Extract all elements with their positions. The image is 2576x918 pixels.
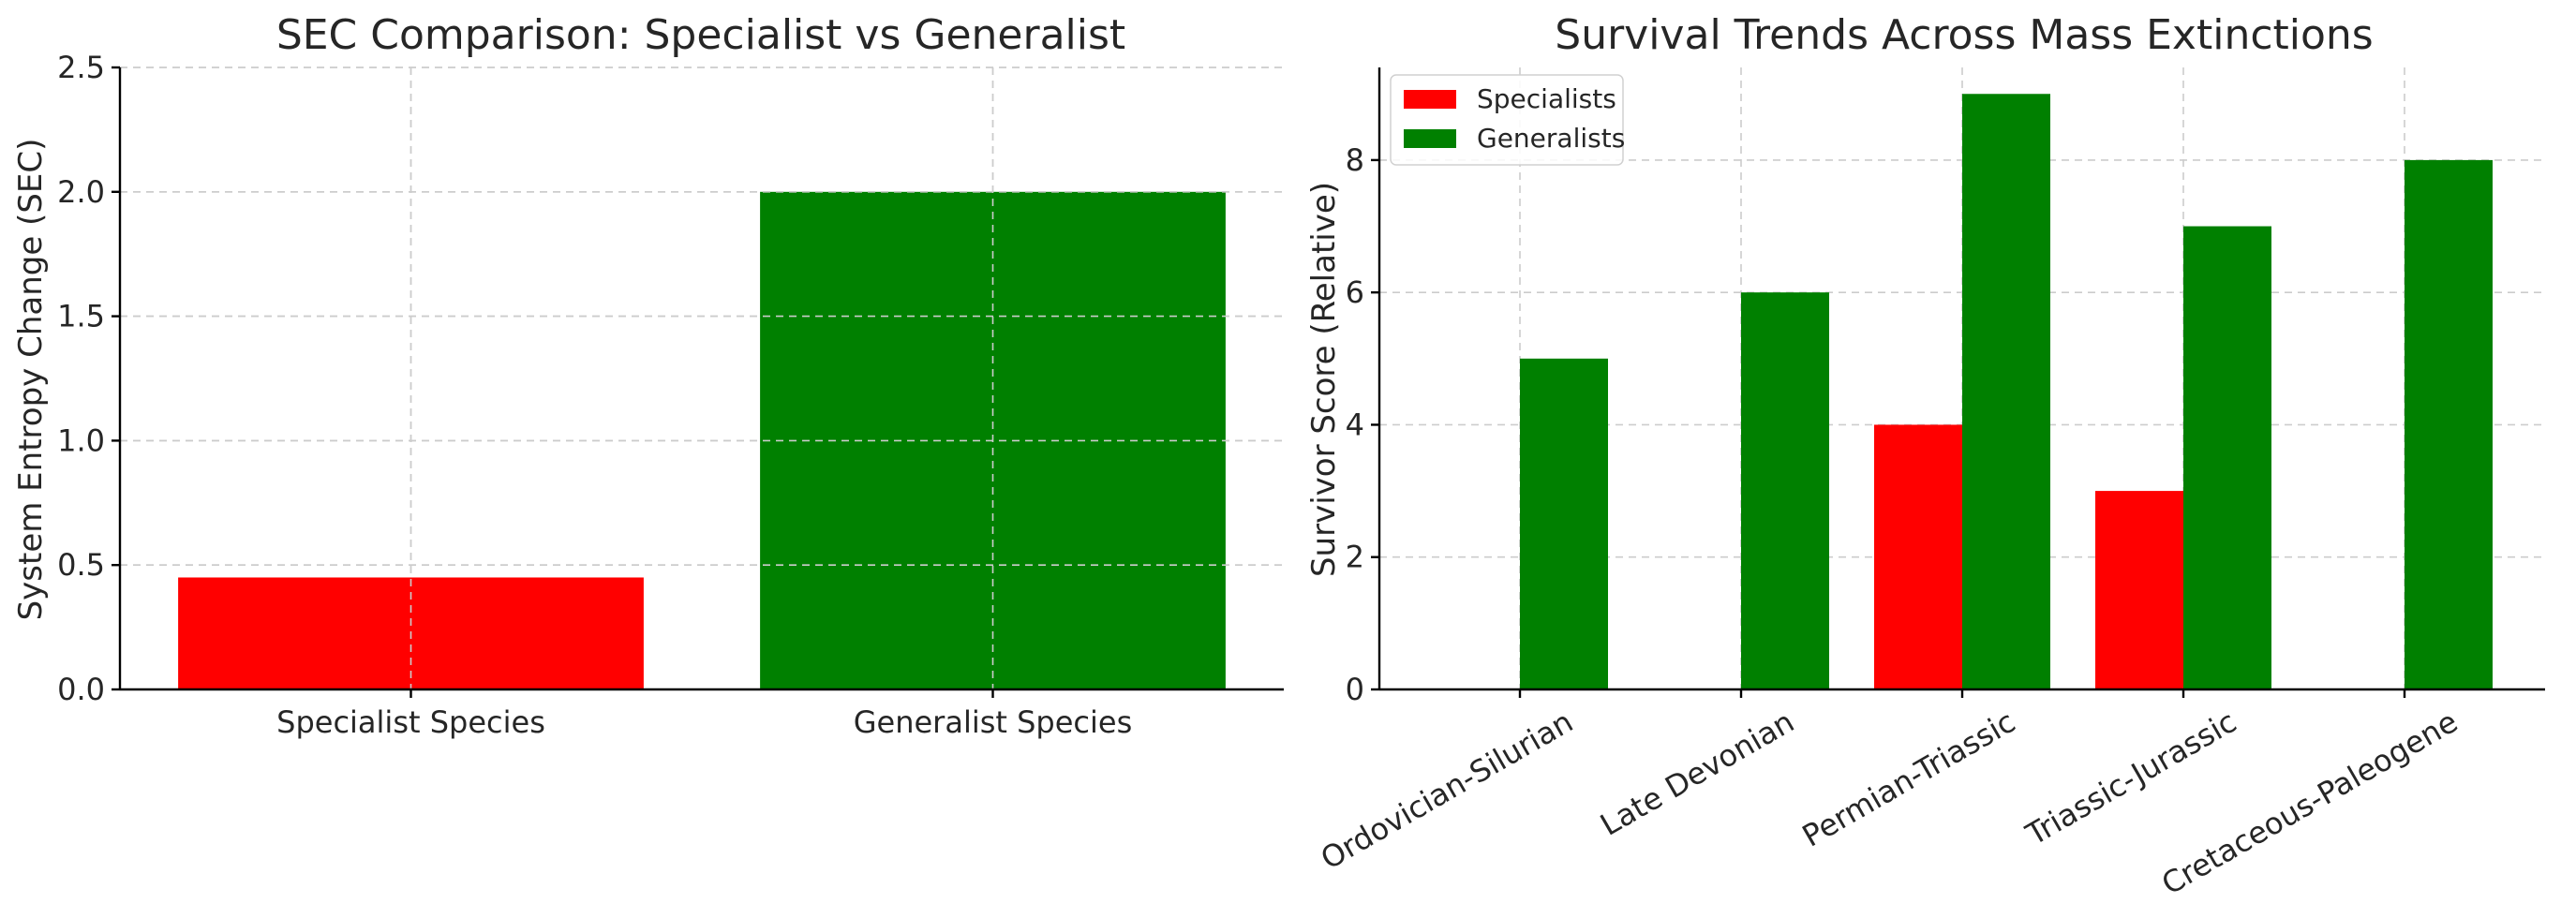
chart1-x-tick-label: Specialist Species bbox=[276, 704, 545, 740]
chart2-legend-swatch-generalists bbox=[1404, 129, 1456, 148]
chart2-legend-swatch-specialists bbox=[1404, 90, 1456, 109]
chart1-y-tick-label: 0.0 bbox=[57, 672, 105, 707]
chart1-y-tick-label: 1.5 bbox=[57, 299, 105, 334]
chart1-y-tick-label: 1.0 bbox=[57, 422, 105, 458]
chart1-x-tick-label: Generalist Species bbox=[854, 704, 1133, 740]
sec-comparison-chart: 0.0 0.5 1.0 1.5 2.0 2.5 Specialist Species Gene… bbox=[12, 11, 1284, 740]
chart2-bar-generalists bbox=[1520, 359, 1608, 689]
chart2-bar-generalists bbox=[2405, 160, 2493, 689]
chart2-y-tick-label: 4 bbox=[1346, 407, 1364, 442]
chart1-bars bbox=[120, 67, 1284, 689]
chart2-bar-generalists bbox=[1741, 292, 1829, 689]
chart1-ylabel: System Entropy Change (SEC) bbox=[12, 139, 50, 621]
chart2-bars bbox=[1520, 94, 2493, 689]
chart1-title: SEC Comparison: Specialist vs Generalist bbox=[276, 11, 1125, 59]
chart2-y-tick-label: 0 bbox=[1346, 672, 1364, 707]
chart2-bar-specialists bbox=[1874, 424, 1962, 689]
chart1-y-tick-label: 2.5 bbox=[57, 50, 105, 85]
chart2-bar-generalists bbox=[1962, 94, 2050, 689]
chart2-title: Survival Trends Across Mass Extinctions bbox=[1555, 11, 2373, 59]
chart2-legend-label-specialists: Specialists bbox=[1477, 83, 1616, 114]
chart1-y-tick-label: 2.0 bbox=[57, 174, 105, 210]
chart2-y-tick-label: 2 bbox=[1346, 540, 1364, 575]
chart2-y-tick-label: 6 bbox=[1346, 274, 1364, 310]
survival-trends-chart: 0 2 4 6 8 Ordovician-Silurian Late DevonianPer… bbox=[1305, 11, 2545, 902]
chart2-x-tick-label: Triassic-Jurassic bbox=[2019, 703, 2242, 852]
chart2-legend: Specialists Generalists bbox=[1391, 75, 1625, 165]
chart2-ylabel: Survivor Score (Relative) bbox=[1305, 182, 1343, 577]
chart2-bar-generalists bbox=[2183, 227, 2271, 689]
chart2-legend-label-generalists: Generalists bbox=[1477, 123, 1625, 154]
chart2-x-tick-label: Ordovician-Silurian bbox=[1315, 703, 1579, 877]
chart2-y-tick-label: 8 bbox=[1346, 142, 1364, 178]
chart2-bar-specialists bbox=[2095, 491, 2183, 689]
chart1-y-tick-label: 0.5 bbox=[57, 547, 105, 583]
chart2-x-tick-label: Late Devonian bbox=[1594, 703, 1800, 843]
chart2-x-tick-label: Permian-Triassic bbox=[1796, 703, 2021, 854]
